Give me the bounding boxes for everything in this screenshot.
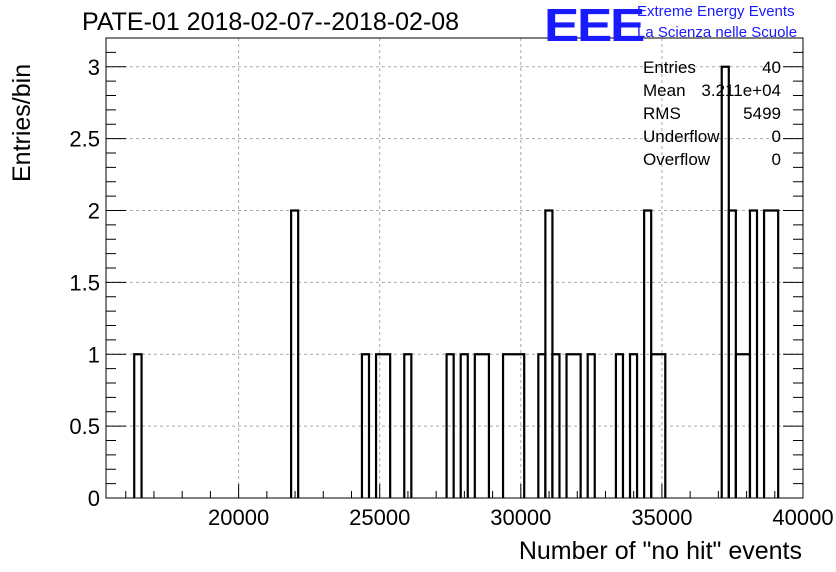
y-tick-label: 0.5 bbox=[69, 414, 100, 439]
x-tick-label: 40000 bbox=[772, 505, 833, 530]
stat-label: Underflow bbox=[643, 127, 720, 146]
stats-box: Entries 40 Mean 3.211e+04 RMS 5499 Under… bbox=[638, 58, 803, 176]
histogram-bin bbox=[565, 353, 582, 498]
eee-logo: EEE bbox=[544, 0, 645, 51]
stat-row-mean: Mean 3.211e+04 bbox=[643, 81, 803, 103]
x-axis-title: Number of "no hit" events bbox=[518, 537, 802, 565]
y-tick-label: 2.5 bbox=[69, 127, 100, 152]
histogram-bin bbox=[762, 209, 780, 498]
axis-ticks bbox=[106, 37, 804, 499]
y-tick-label: 1.5 bbox=[69, 270, 100, 295]
stat-label: Entries bbox=[643, 58, 696, 77]
stat-value: 0 bbox=[771, 150, 781, 169]
histogram-bins bbox=[133, 65, 780, 498]
histogram-bin bbox=[403, 353, 413, 498]
histogram-bin bbox=[501, 353, 526, 498]
histogram-bin bbox=[614, 353, 625, 498]
chart-title: PATE-01 2018-02-07--2018-02-08 bbox=[82, 8, 460, 36]
x-tick-label: 25000 bbox=[349, 505, 410, 530]
histogram-bin bbox=[133, 353, 143, 498]
histogram-bin bbox=[586, 353, 596, 498]
y-tick-label: 1 bbox=[88, 342, 100, 367]
histogram-bin bbox=[445, 353, 455, 498]
histogram-bin bbox=[374, 353, 392, 498]
y-tick-label: 3 bbox=[88, 55, 100, 80]
y-tick-label: 2 bbox=[88, 199, 100, 224]
histogram-bin bbox=[551, 353, 561, 498]
x-tick-label: 30000 bbox=[490, 505, 551, 530]
stat-label: Overflow bbox=[643, 150, 711, 169]
stat-row-overflow: Overflow 0 bbox=[643, 150, 803, 172]
logo-line-2: La Scienza nelle Scuole bbox=[637, 24, 798, 41]
stat-row-underflow: Underflow 0 bbox=[643, 127, 803, 149]
stat-value: 5499 bbox=[743, 104, 781, 123]
histogram-bin bbox=[290, 209, 300, 498]
histogram-bin bbox=[473, 353, 491, 498]
histogram-bin bbox=[650, 353, 667, 498]
stat-row-entries: Entries 40 bbox=[643, 58, 803, 80]
logo-line-1: Extreme Energy Events bbox=[637, 3, 795, 20]
tick-labels: 20000 25000 30000 35000 40000 0 0.5 1 1.5 2 2.5 3 bbox=[69, 55, 833, 530]
histogram-bin bbox=[459, 353, 469, 498]
x-tick-label: 35000 bbox=[631, 505, 692, 530]
stat-row-rms: RMS 5499 bbox=[643, 104, 803, 126]
stat-label: RMS bbox=[643, 104, 681, 123]
histogram-bin bbox=[748, 209, 759, 498]
stat-value: 40 bbox=[762, 58, 781, 77]
histogram-bin bbox=[628, 353, 639, 498]
stat-value: 0 bbox=[771, 127, 781, 146]
y-axis-title: Entries/bin bbox=[8, 63, 36, 182]
stat-label: Mean bbox=[643, 81, 686, 100]
stat-value: 3.211e+04 bbox=[701, 81, 781, 100]
y-tick-label: 0 bbox=[88, 486, 100, 511]
histogram-bin bbox=[360, 353, 371, 498]
x-tick-label: 20000 bbox=[208, 505, 269, 530]
